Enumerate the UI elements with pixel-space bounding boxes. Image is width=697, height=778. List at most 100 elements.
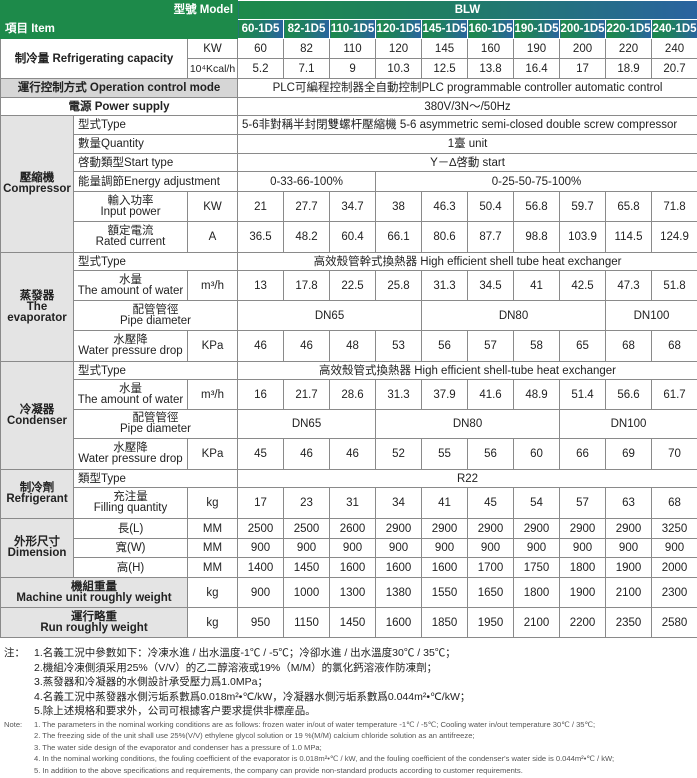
value-cell: 2900: [375, 518, 423, 539]
note-line: 5. In addition to the above specificatio…: [34, 765, 523, 775]
compressor-type: 5-6非對稱半封閉雙螺杆壓縮機 5-6 asymmetric semi-clos…: [237, 115, 697, 135]
value-cell: 900: [651, 538, 697, 558]
value-cell: 1450: [329, 607, 377, 638]
value-cell: 16.4: [513, 58, 561, 79]
value-cell: 900: [467, 538, 515, 558]
control-label: 運行控制方式 Operation control mode: [0, 78, 239, 98]
value-cell: 2500: [237, 518, 285, 539]
value-cell: 1450: [283, 557, 331, 578]
power-value: 380V/3N～/50Hz: [237, 97, 697, 116]
value-cell: 57: [559, 487, 607, 519]
value-cell: 1750: [513, 557, 561, 578]
value-cell: 63: [605, 487, 653, 519]
unit: kg: [186, 607, 239, 638]
pipe-value: DN80: [375, 409, 561, 439]
value-cell: 60: [513, 438, 561, 470]
value-cell: 37.9: [421, 379, 469, 410]
value-cell: 145: [421, 38, 469, 59]
energy-label: 能量調節Energy adjustment: [72, 171, 239, 192]
control-value: PLC可編程控制器全自動控制PLC programmable controlle…: [237, 78, 697, 98]
value-cell: 65.8: [605, 191, 653, 222]
value-cell: 31.3: [421, 270, 469, 301]
value-cell: 66: [559, 438, 607, 470]
value-cell: 41: [513, 270, 561, 301]
value-cell: 124.9: [651, 221, 697, 253]
pipe-label: 配管管徑 Pipe diameter: [72, 409, 239, 439]
value-cell: 1650: [467, 577, 515, 608]
value-cell: 1000: [283, 577, 331, 608]
value-cell: 21: [237, 191, 285, 222]
value-cell: 58: [513, 330, 561, 362]
value-cell: 120: [375, 38, 423, 59]
height-label: 高(H): [73, 557, 188, 578]
condenser-label: 冷凝器 Condenser: [0, 361, 74, 470]
value-cell: 51.4: [559, 379, 607, 410]
value-cell: 2900: [467, 518, 515, 539]
capacity-label: 制冷量 Refrigerating capacity: [0, 38, 188, 79]
start-label: 啓動類型Start type: [72, 153, 239, 172]
value-cell: 38: [375, 191, 423, 222]
value-cell: 41: [421, 487, 469, 519]
value-cell: 28.6: [329, 379, 377, 410]
filling-label: 充注量 Filling quantity: [73, 487, 188, 519]
type-label: 型式Type: [72, 361, 239, 380]
machine-weight-label: 機組重量 Machine unit roughly weight: [0, 577, 188, 608]
value-cell: 59.7: [559, 191, 607, 222]
series-header: BLW: [237, 0, 697, 20]
value-cell: 34.7: [329, 191, 377, 222]
value-cell: 53: [375, 330, 423, 362]
value-cell: 1800: [513, 577, 561, 608]
value-cell: 17: [559, 58, 607, 79]
model-column-header: 145-1D5: [421, 19, 469, 39]
value-cell: 54: [513, 487, 561, 519]
value-cell: 71.8: [651, 191, 697, 222]
value-cell: 5.2: [237, 58, 285, 79]
note-line: 5.除上述規格和要求外，公司可根據客户要求提供非標産品。: [34, 705, 316, 717]
value-cell: 900: [329, 538, 377, 558]
value-cell: 60: [237, 38, 285, 59]
pressure-drop-label: 水壓降 Water pressure drop: [73, 438, 188, 470]
unit: m³/h: [186, 379, 239, 410]
value-cell: 2900: [421, 518, 469, 539]
pipe-value: DN65: [237, 409, 377, 439]
note-line: 4. In the nominal working conditions, th…: [34, 754, 615, 763]
value-cell: 12.5: [421, 58, 469, 79]
notes-cn-label: 注：: [4, 647, 25, 659]
value-cell: 1300: [329, 577, 377, 608]
value-cell: 900: [237, 577, 285, 608]
value-cell: 3250: [651, 518, 697, 539]
value-cell: 20.7: [651, 58, 697, 79]
model-column-header: 60-1D5: [237, 19, 285, 39]
model-column-header: 190-1D5: [513, 19, 561, 39]
note-line: 2.機組冷凍側須采用25%（V/V）的乙二醇溶液或19%（M/M）的氯化鈣溶液作…: [34, 661, 438, 674]
value-cell: 220: [605, 38, 653, 59]
value-cell: 52: [375, 438, 423, 470]
value-cell: 55: [421, 438, 469, 470]
notes-cn: 注： 1.名義工況中參數如下：冷凍水進 / 出水溫度-1℃ / -5℃；冷卻水進…: [4, 646, 697, 719]
pipe-value: DN100: [605, 300, 697, 331]
input-power-label: 輸入功率 Input power: [73, 191, 188, 222]
value-cell: 1600: [329, 557, 377, 578]
value-cell: 900: [283, 538, 331, 558]
type-label: 型式Type: [72, 115, 239, 135]
pipe-label: 配管管徑 Pipe diameter: [72, 300, 239, 331]
compressor-label: 壓縮機 Compressor: [0, 115, 74, 253]
value-cell: 103.9: [559, 221, 607, 253]
value-cell: 47.3: [605, 270, 653, 301]
power-label: 電源 Power supply: [0, 97, 239, 116]
value-cell: 31.3: [375, 379, 423, 410]
notes-en-label: Note:: [4, 719, 23, 729]
value-cell: 110: [329, 38, 377, 59]
note-line: 2. The freezing side of the unit shall u…: [34, 731, 475, 740]
refrigerant-label: 制冷劑 Refrigerant: [0, 469, 74, 519]
value-cell: 114.5: [605, 221, 653, 253]
value-cell: 45: [237, 438, 285, 470]
rated-current-label: 額定電流 Rated current: [73, 221, 188, 253]
refrigerant-type: R22: [237, 469, 697, 488]
value-cell: 13.8: [467, 58, 515, 79]
value-cell: 80.6: [421, 221, 469, 253]
value-cell: 46.3: [421, 191, 469, 222]
value-cell: 45: [467, 487, 515, 519]
value-cell: 68: [651, 330, 697, 362]
start-value: Y－∆啓動 start: [237, 153, 697, 172]
